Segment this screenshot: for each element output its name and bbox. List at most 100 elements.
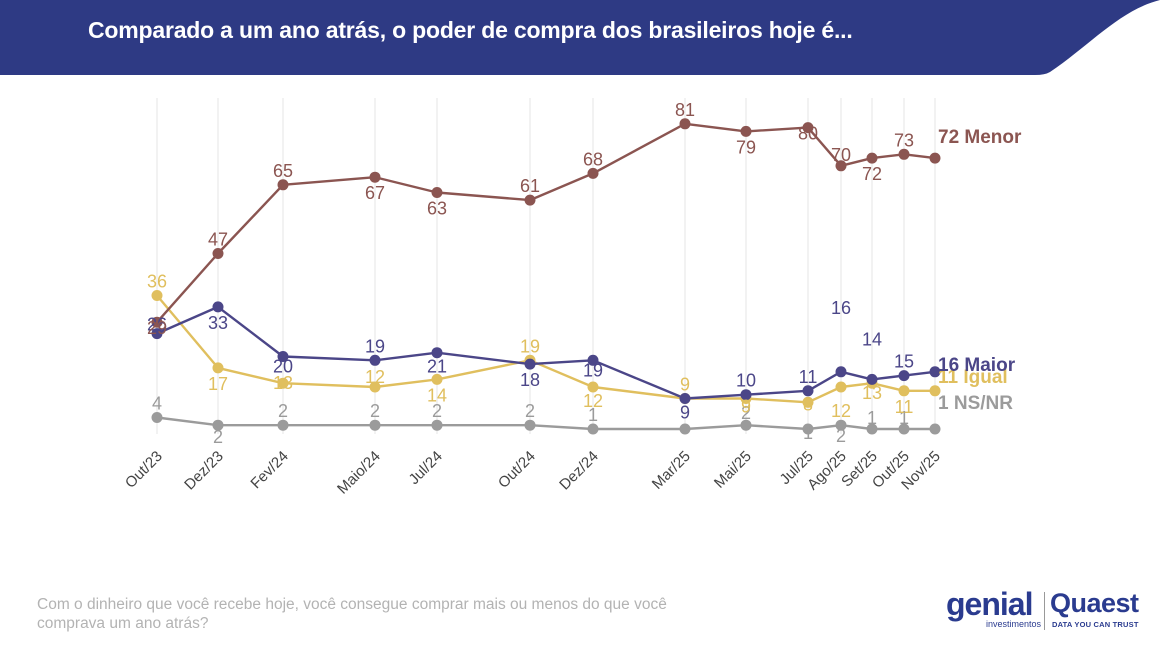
data-label-nsnr: 1 [588,405,598,425]
data-label-nsnr: 2 [741,403,751,423]
point-menor [835,160,847,172]
data-label-igual: 12 [583,391,603,411]
data-label-nsnr: 2 [278,401,288,421]
point-nsnr [740,419,752,431]
data-label-nsnr: 1 [899,408,909,428]
data-label-igual: 12 [831,401,851,421]
data-label-igual: 14 [427,385,447,405]
point-menor [151,316,163,328]
point-menor [866,152,878,164]
point-maior [929,366,941,378]
data-label-igual: 19 [520,336,540,356]
point-maior [277,351,289,362]
point-maior [212,301,224,313]
point-igual [369,381,381,393]
survey-question: Com o dinheiro que você recebe hoje, voc… [37,596,667,632]
point-menor [369,171,381,183]
series-line-nsnr [156,416,935,431]
data-label-maior: 11 [799,367,818,387]
data-label-menor: 63 [427,198,447,218]
data-label-menor: 68 [583,149,603,169]
data-label-maior: 19 [365,336,385,356]
point-nsnr [369,419,381,431]
x-tick-label: Mai/25 [711,448,755,492]
point-igual [212,362,224,374]
data-label-igual: 13 [273,373,293,393]
point-nsnr [835,419,847,431]
x-tick-label: Out/24 [495,448,539,492]
point-menor [679,118,691,130]
point-igual [431,373,443,385]
point-igual [802,396,814,408]
point-igual [898,385,910,397]
data-label-menor: 61 [520,176,540,196]
data-label-menor: 29 [147,318,167,338]
series-label-igual: 11 Igual [938,367,1008,388]
series-label-nsnr: 1 NS/NR [938,393,1013,414]
quaest-tagline: DATA YOU CAN TRUST [1052,620,1139,629]
data-label-maior: 19 [583,360,603,380]
data-label-igual: 9 [741,396,751,416]
data-label-maior: 14 [862,329,882,349]
x-tick-label: Jul/24 [406,448,446,488]
chart-x-axis: Out/23 Dez/23 Fev/24 Maio/24 Jul/24 Out/24 Dez… [122,448,944,498]
quaest-logo-text: Quaest [1050,588,1139,618]
data-label-nsnr: 1 [803,423,813,443]
logo-divider [1044,592,1045,630]
quaest-logo: Quaest DATA YOU CAN TRUST [1050,588,1150,634]
point-maior [898,370,910,382]
point-maior [431,347,443,359]
point-nsnr [212,419,224,431]
data-label-nsnr: 2 [525,401,535,421]
x-tick-label: Mar/25 [649,448,694,493]
data-label-menor: 81 [675,100,695,120]
x-tick-label: Dez/24 [556,448,602,494]
data-label-nsnr: 2 [836,426,846,446]
data-label-maior: 26 [147,315,167,335]
series-line-menor [156,122,936,323]
point-igual [277,377,289,389]
x-tick-label: Fev/24 [247,448,291,492]
point-maior [835,366,847,378]
point-menor [431,187,443,198]
point-maior [151,328,163,340]
data-label-menor: 80 [798,124,818,144]
point-igual [151,290,163,301]
point-igual [929,385,941,397]
data-label-igual: 17 [208,374,228,394]
point-nsnr [431,419,443,431]
point-nsnr [898,423,910,435]
point-nsnr [866,423,878,435]
data-label-maior: 9 [680,402,690,422]
point-nsnr [151,412,163,423]
data-label-menor: 67 [365,183,385,203]
data-label-igual: 11 [895,397,914,417]
genial-logo-text: genial [946,586,1033,622]
data-label-maior: 16 [831,298,851,318]
point-nsnr [802,423,814,435]
point-maior [802,385,814,397]
point-nsnr [277,419,289,431]
point-nsnr [679,423,691,435]
data-label-menor: 73 [894,130,914,150]
data-label-menor: 70 [831,145,851,165]
data-label-maior: 15 [894,352,914,372]
point-menor [898,148,910,160]
series-label-menor: 72 Menor [938,127,1022,148]
data-label-maior: 20 [273,357,293,377]
point-maior [866,373,878,385]
data-label-nsnr: 2 [370,401,380,421]
series-label-maior: 16 Maior [938,355,1016,376]
point-menor [802,122,814,134]
data-label-igual: 8 [803,394,813,414]
point-maior [679,393,691,404]
data-label-menor: 65 [273,161,293,181]
point-maior [369,354,381,366]
header-shape [0,0,1160,75]
point-maior [524,358,536,370]
genial-logo-subtext: investimentos [986,619,1042,629]
data-label-menor: 47 [208,229,228,249]
point-nsnr [929,423,941,435]
